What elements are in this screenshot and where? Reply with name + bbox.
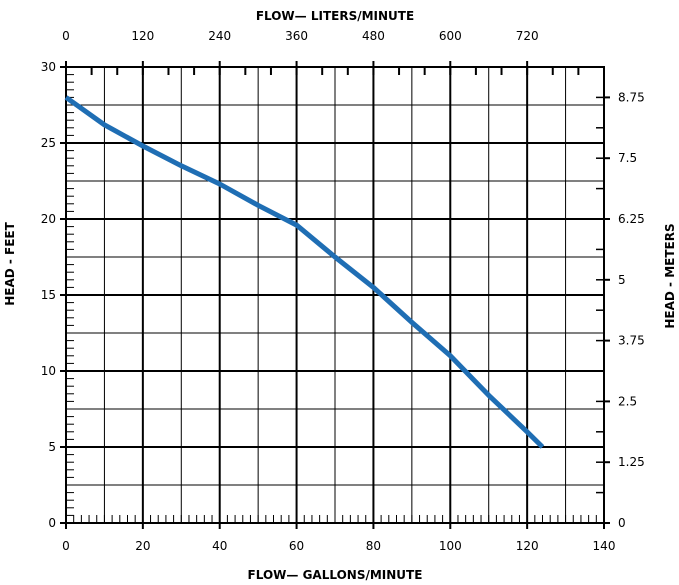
right-tick-label: 5 (618, 273, 626, 287)
right-axis-title: HEAD - METERS (663, 223, 677, 328)
right-tick-label: 3.75 (618, 334, 645, 348)
left-tick-label: 25 (41, 136, 56, 150)
top-tick-label: 240 (208, 29, 231, 43)
top-tick-label: 480 (362, 29, 385, 43)
right-tick-label: 1.25 (618, 455, 645, 469)
top-tick-label: 0 (62, 29, 70, 43)
series-layer (64, 95, 545, 449)
bottom-axis-title: FLOW— GALLONS/MINUTE (248, 568, 423, 582)
bottom-tick-label: 140 (593, 539, 616, 553)
bottom-tick-label: 80 (366, 539, 381, 553)
left-axis-title: HEAD - FEET (3, 221, 17, 305)
left-tick-label: 10 (41, 364, 56, 378)
right-tick-label: 8.75 (618, 90, 645, 104)
top-tick-label: 720 (516, 29, 539, 43)
top-tick-label: 600 (439, 29, 462, 43)
left-tick-label: 30 (41, 60, 56, 74)
left-tick-label: 15 (41, 288, 56, 302)
bottom-tick-label: 100 (439, 539, 462, 553)
right-tick-label: 0 (618, 516, 626, 530)
top-tick-label: 120 (131, 29, 154, 43)
bottom-tick-label: 60 (289, 539, 304, 553)
bottom-tick-label: 120 (516, 539, 539, 553)
right-tick-label: 7.5 (618, 151, 637, 165)
right-tick-label: 2.5 (618, 394, 637, 408)
left-tick-label: 0 (48, 516, 56, 530)
top-axis-title: FLOW— LITERS/MINUTE (256, 9, 414, 23)
right-tick-label: 6.25 (618, 212, 645, 226)
bottom-tick-label: 40 (212, 539, 227, 553)
bottom-tick-label: 20 (135, 539, 150, 553)
bottom-tick-label: 0 (62, 539, 70, 553)
top-tick-label: 360 (285, 29, 308, 43)
left-tick-label: 5 (48, 440, 56, 454)
tick-marks (60, 61, 610, 529)
left-tick-label: 20 (41, 212, 56, 226)
series-line (64, 95, 545, 449)
